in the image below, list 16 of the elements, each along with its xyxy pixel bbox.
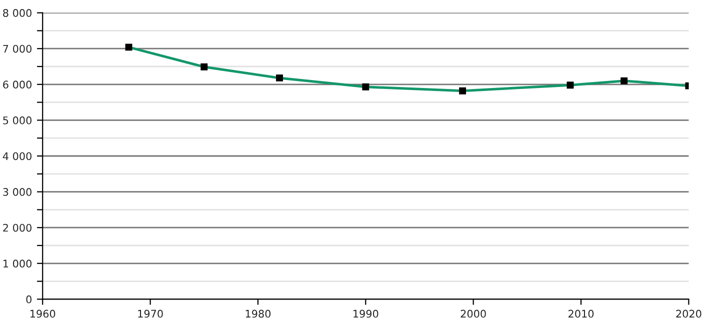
x-tick-label: 1990: [354, 310, 378, 318]
x-tick-label: 2000: [460, 310, 486, 318]
x-tick-label: 1960: [30, 310, 56, 318]
y-tick-label: 4 000: [2, 152, 32, 160]
x-tick-label: 1970: [138, 310, 163, 318]
y-tick-label: 2 000: [3, 224, 32, 232]
y-tick-label: 8 000: [3, 9, 32, 17]
x-tick-label: 2010: [568, 310, 594, 318]
x-tick-label: 1980: [246, 310, 271, 318]
y-tick-label: 1 000: [4, 260, 32, 268]
y-tick-label: 7 000: [3, 44, 32, 53]
y-tick-label: 5 000: [3, 116, 32, 124]
x-tick-label: 2020: [676, 310, 702, 318]
y-tick-label: 6 000: [3, 80, 32, 89]
y-tick-label: 3 000: [3, 188, 32, 196]
y-tick-label: 0: [26, 295, 32, 304]
